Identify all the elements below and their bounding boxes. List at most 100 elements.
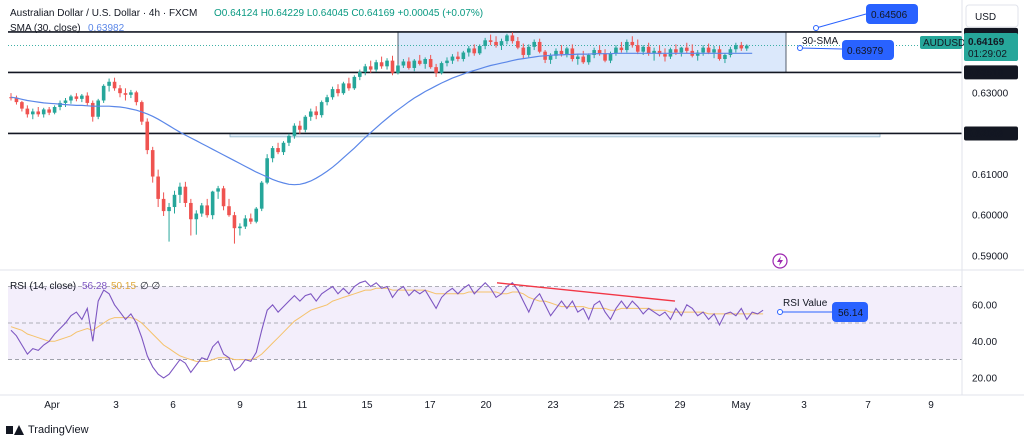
candle-body xyxy=(96,100,100,117)
range-box xyxy=(397,31,787,73)
candle-body xyxy=(254,208,259,222)
candle-body xyxy=(41,109,46,115)
candle-body xyxy=(134,92,139,103)
candle-body xyxy=(559,50,564,55)
symbol-title: Australian Dollar / U.S. Dollar · 4h · F… xyxy=(10,8,197,19)
candle-body xyxy=(52,106,57,113)
candle-body xyxy=(456,56,460,60)
top-callout-text: 0.64506 xyxy=(871,10,908,21)
candle-body xyxy=(423,59,427,64)
candle-body xyxy=(679,47,684,53)
time-axis-tick: 9 xyxy=(928,400,934,411)
event-lightning-icon[interactable] xyxy=(772,253,788,269)
sma-callout-box[interactable] xyxy=(842,40,894,60)
candle-body xyxy=(336,89,340,94)
candle-body xyxy=(635,45,640,52)
level-label: 0.63510 xyxy=(967,68,1004,79)
rsi-legend-extra: ∅ ∅ xyxy=(140,281,160,292)
candle-body xyxy=(145,121,150,151)
candle-body xyxy=(586,54,591,63)
candle-body xyxy=(417,60,422,64)
time-axis-tick: 6 xyxy=(170,400,176,411)
candle-body xyxy=(90,102,95,117)
candle-body xyxy=(537,41,542,52)
candle-body xyxy=(592,50,596,55)
sma-legend-label: SMA (30, close) xyxy=(10,23,81,34)
candle-body xyxy=(439,63,444,73)
candle-body xyxy=(717,49,722,60)
candle-body xyxy=(189,202,193,220)
rsi-ma-legend-value: 50.15 xyxy=(111,281,136,292)
candle-body xyxy=(308,111,313,117)
candle-body xyxy=(270,148,275,159)
rsi-callout-label: RSI Value xyxy=(783,298,828,309)
candle-body xyxy=(298,125,302,130)
candle-body xyxy=(178,186,182,195)
time-axis-tick: 11 xyxy=(297,400,308,411)
candle-body xyxy=(63,100,68,103)
price-axis-tick: 0.63000 xyxy=(972,89,1009,100)
candle-body xyxy=(701,47,705,53)
candle-body xyxy=(199,205,204,214)
candle-body xyxy=(36,111,41,115)
candle-body xyxy=(112,81,117,89)
time-axis-tick: May xyxy=(732,400,751,411)
candle-body xyxy=(281,142,286,153)
time-axis-tick: 9 xyxy=(237,400,243,411)
currency-box[interactable] xyxy=(965,4,1019,28)
rsi-axis-tick: 60.00 xyxy=(972,300,997,311)
candle-body xyxy=(734,45,738,50)
candle-body xyxy=(276,148,280,153)
candle-body xyxy=(58,102,62,107)
candle-body xyxy=(401,61,406,66)
candle-body xyxy=(723,54,727,60)
candle-body xyxy=(434,67,438,73)
candle-body xyxy=(379,62,384,67)
rsi-legend-label: RSI (14, close) xyxy=(10,281,76,292)
candle-body xyxy=(80,95,84,99)
candle-body xyxy=(205,205,209,216)
candle-body xyxy=(641,46,645,52)
time-axis-tick: 17 xyxy=(424,400,436,411)
candle-body xyxy=(739,45,744,49)
time-axis-tick: 3 xyxy=(113,400,119,411)
candle-body xyxy=(210,191,215,216)
candle-body xyxy=(325,97,329,103)
rsi-axis-tick: 40.00 xyxy=(972,337,997,348)
sma-callout-line xyxy=(799,47,843,50)
candle-body xyxy=(227,206,231,216)
candle-body xyxy=(483,40,487,46)
top-callout-box[interactable] xyxy=(866,4,918,24)
candle-body xyxy=(657,50,662,55)
candle-body xyxy=(172,194,177,208)
currency-label: USD xyxy=(975,12,996,23)
symbol-badge-box xyxy=(920,36,962,49)
price-badge-countdown: 01:29:02 xyxy=(968,49,1007,60)
candle-body xyxy=(156,176,160,199)
time-axis-tick: 15 xyxy=(361,400,373,411)
rsi-callout-box[interactable] xyxy=(832,302,868,322)
price-badge-box xyxy=(964,33,1018,61)
candle-body xyxy=(292,125,297,136)
candle-body xyxy=(363,66,368,73)
candle-body xyxy=(221,188,226,207)
candle-body xyxy=(14,97,19,103)
candle-body xyxy=(428,59,433,68)
candle-body xyxy=(101,85,106,101)
candle-body xyxy=(161,198,166,212)
candle-body xyxy=(368,66,373,70)
price-badge-value: 0.64169 xyxy=(968,37,1005,48)
candle-body xyxy=(581,56,586,63)
candle-body xyxy=(216,188,220,192)
candle-body xyxy=(646,46,651,54)
candle-body xyxy=(232,215,237,229)
candle-body xyxy=(695,52,700,56)
tradingview-logo[interactable]: TradingView xyxy=(6,424,89,436)
candle-body xyxy=(123,93,128,95)
candle-body xyxy=(390,60,395,73)
rsi-line xyxy=(10,280,764,379)
candle-body xyxy=(374,62,378,70)
